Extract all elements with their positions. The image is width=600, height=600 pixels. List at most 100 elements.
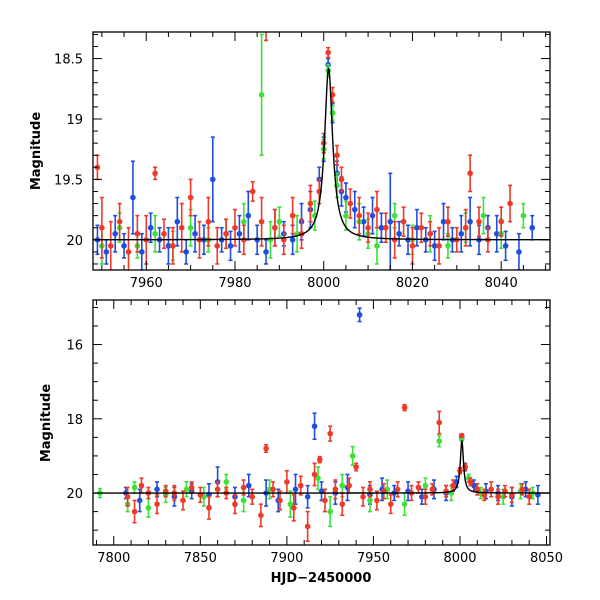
bottom-red-point bbox=[394, 481, 401, 498]
data-marker bbox=[316, 456, 323, 463]
data-marker bbox=[374, 243, 380, 249]
top-green-point bbox=[480, 196, 487, 235]
bottom-green-point bbox=[315, 466, 321, 491]
bottom-plot-area bbox=[93, 307, 550, 543]
top-blue-point bbox=[502, 230, 509, 262]
data-marker bbox=[187, 194, 194, 201]
data-marker bbox=[334, 152, 340, 159]
bottom-blue-point bbox=[311, 412, 318, 441]
bottom-panel: 7800 7850 7900 7950 8000 8050 16 18 20 Magnitude… bbox=[39, 299, 563, 586]
bottom-green-point bbox=[131, 481, 138, 494]
bottom-blue-point bbox=[292, 473, 299, 505]
data-marker bbox=[263, 20, 269, 26]
bottom-green-point bbox=[327, 495, 333, 528]
data-marker bbox=[471, 482, 477, 489]
data-marker bbox=[178, 224, 185, 231]
data-marker bbox=[427, 230, 434, 237]
bottom-red-point bbox=[249, 488, 256, 505]
top-axes-frame bbox=[92, 31, 551, 271]
top-blue-point bbox=[369, 196, 376, 235]
top-red-point bbox=[263, 20, 269, 42]
data-marker bbox=[209, 176, 216, 183]
top-red-point bbox=[476, 206, 482, 237]
data-marker bbox=[214, 486, 221, 493]
data-marker bbox=[249, 493, 256, 500]
bottom-red-point bbox=[131, 499, 138, 524]
data-marker bbox=[112, 230, 118, 237]
bottom-axes-frame bbox=[92, 299, 551, 546]
bottom-green-point bbox=[384, 479, 391, 500]
top-green-point bbox=[445, 232, 451, 259]
data-marker bbox=[346, 482, 352, 489]
data-marker bbox=[232, 224, 238, 231]
bottom-blue-point bbox=[318, 481, 325, 502]
top-blue-point bbox=[431, 230, 438, 262]
data-marker bbox=[170, 243, 176, 249]
data-marker bbox=[315, 475, 321, 481]
top-blue-point bbox=[227, 230, 234, 262]
top-red-point bbox=[347, 188, 354, 219]
data-marker bbox=[214, 243, 221, 249]
data-marker bbox=[480, 212, 487, 219]
data-marker bbox=[474, 486, 481, 493]
data-marker bbox=[436, 438, 443, 444]
top-y-axis-label: Magnitude bbox=[29, 112, 44, 191]
bottom-green-point bbox=[287, 490, 294, 518]
top-blue-point bbox=[209, 136, 216, 223]
data-marker bbox=[529, 224, 536, 231]
bottom-red-point bbox=[206, 495, 212, 520]
data-marker bbox=[498, 218, 504, 225]
data-marker bbox=[263, 249, 269, 255]
top-red-point bbox=[99, 196, 105, 259]
data-marker bbox=[519, 486, 526, 493]
data-marker bbox=[138, 482, 145, 489]
bottom-red-point bbox=[488, 481, 494, 498]
data-marker bbox=[507, 200, 513, 207]
data-marker bbox=[520, 212, 527, 219]
top-red-point bbox=[272, 208, 278, 247]
top-blue-point bbox=[147, 212, 154, 244]
top-red-point bbox=[436, 226, 442, 265]
data-marker bbox=[356, 312, 363, 318]
data-marker bbox=[258, 92, 265, 98]
data-marker bbox=[488, 486, 494, 493]
data-marker bbox=[374, 206, 380, 213]
top-blue-point bbox=[121, 232, 127, 259]
data-marker bbox=[131, 484, 138, 491]
top-red-point bbox=[289, 196, 296, 235]
top-x-tick-label: 7980 bbox=[218, 276, 251, 291]
top-blue-point bbox=[192, 214, 198, 253]
bottom-red-point bbox=[197, 486, 204, 504]
top-green-point bbox=[343, 200, 349, 231]
bottom-x-tick-label: 7800 bbox=[97, 551, 130, 566]
top-blue-point bbox=[245, 190, 252, 241]
bottom-red-point bbox=[270, 481, 276, 498]
data-marker bbox=[356, 212, 363, 219]
top-red-point bbox=[187, 178, 194, 217]
data-marker bbox=[121, 243, 127, 249]
top-blue-point bbox=[467, 196, 473, 247]
bottom-red-point bbox=[291, 494, 297, 522]
bottom-red-point bbox=[458, 432, 465, 439]
top-blue-point bbox=[493, 214, 500, 253]
data-marker bbox=[152, 170, 158, 177]
top-blue-point bbox=[112, 214, 118, 253]
bottom-x-tick-label: 7950 bbox=[357, 551, 390, 566]
data-marker bbox=[378, 224, 385, 231]
bottom-red-point bbox=[495, 488, 501, 505]
data-marker bbox=[241, 218, 247, 225]
top-blue-point bbox=[516, 232, 522, 270]
top-x-tick-label: 8020 bbox=[396, 276, 429, 291]
data-marker bbox=[429, 486, 436, 493]
data-marker bbox=[187, 224, 194, 231]
data-marker bbox=[339, 501, 346, 507]
bottom-red-point bbox=[360, 486, 366, 507]
data-marker bbox=[526, 493, 533, 500]
bottom-green-point bbox=[183, 481, 190, 498]
data-marker bbox=[124, 493, 131, 500]
data-marker bbox=[387, 218, 394, 225]
data-marker bbox=[476, 218, 482, 225]
data-marker bbox=[116, 218, 123, 225]
top-x-tick-label: 8040 bbox=[485, 276, 518, 291]
data-marker bbox=[418, 224, 425, 231]
